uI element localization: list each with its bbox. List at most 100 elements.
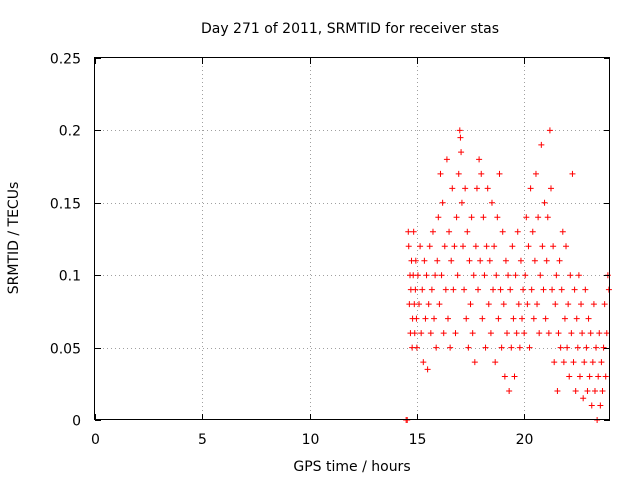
data-point <box>590 301 597 308</box>
data-point <box>566 373 573 380</box>
data-point <box>559 228 566 235</box>
data-point <box>495 315 502 322</box>
data-point <box>522 272 529 279</box>
data-point <box>531 257 538 264</box>
data-point <box>464 228 471 235</box>
x-tick-label: 0 <box>91 432 100 448</box>
data-point <box>414 272 421 279</box>
data-point <box>567 272 574 279</box>
data-point <box>595 373 602 380</box>
data-point <box>427 330 434 337</box>
data-point <box>458 199 465 206</box>
data-point <box>539 243 546 250</box>
data-point <box>563 243 570 250</box>
data-point <box>455 170 462 177</box>
data-point <box>543 257 550 264</box>
data-point <box>460 243 467 250</box>
data-point <box>471 359 478 366</box>
data-point <box>484 185 491 192</box>
data-point <box>476 156 483 163</box>
data-point <box>441 243 448 250</box>
data-point <box>449 185 456 192</box>
data-point <box>417 243 424 250</box>
data-point <box>485 301 492 308</box>
data-point <box>450 286 457 293</box>
data-point <box>482 344 489 351</box>
data-point <box>599 388 606 395</box>
data-point <box>547 185 554 192</box>
data-point <box>581 359 588 366</box>
data-point <box>550 243 557 250</box>
data-point <box>552 301 559 308</box>
data-point <box>551 359 558 366</box>
data-point <box>487 330 494 337</box>
data-point <box>512 272 519 279</box>
y-tick-label: 0.1 <box>59 269 81 285</box>
chart-title: Day 271 of 2011, SRMTID for receiver sta… <box>201 21 499 37</box>
data-point <box>443 156 450 163</box>
data-point <box>598 359 605 366</box>
data-point <box>527 185 534 192</box>
data-point <box>424 366 431 373</box>
data-point <box>576 373 583 380</box>
data-point <box>523 214 530 221</box>
data-point <box>569 170 576 177</box>
data-point <box>564 344 571 351</box>
data-point <box>425 301 432 308</box>
data-point <box>591 388 598 395</box>
grid <box>95 58 610 420</box>
data-point <box>497 286 504 293</box>
data-point <box>524 301 531 308</box>
data-point <box>530 315 537 322</box>
data-point <box>520 286 527 293</box>
data-point <box>491 243 498 250</box>
data-point <box>573 315 580 322</box>
data-point <box>554 388 561 395</box>
data-point <box>553 272 560 279</box>
data-point <box>498 344 505 351</box>
data-point <box>526 344 533 351</box>
data-point <box>589 359 596 366</box>
data-point <box>507 286 514 293</box>
data-point <box>586 373 593 380</box>
data-point <box>575 272 582 279</box>
data-point <box>465 344 472 351</box>
data-point <box>412 257 419 264</box>
data-point <box>596 330 603 337</box>
data-point <box>532 170 539 177</box>
data-point <box>477 257 484 264</box>
data-point <box>429 228 436 235</box>
data-point <box>602 373 609 380</box>
data-point <box>454 272 461 279</box>
y-tick-label: 0.2 <box>59 124 81 140</box>
data-point <box>528 286 535 293</box>
data-point <box>568 330 575 337</box>
data-point <box>436 301 443 308</box>
data-point <box>582 286 589 293</box>
data-point <box>505 272 512 279</box>
data-point <box>494 214 501 221</box>
data-point <box>542 315 549 322</box>
y-tick-label: 0.05 <box>50 342 81 358</box>
data-point <box>544 214 551 221</box>
data-point <box>468 214 475 221</box>
y-tick-label: 0 <box>72 414 81 430</box>
data-point <box>540 286 547 293</box>
data-point <box>588 402 595 409</box>
data-point <box>557 344 564 351</box>
data-point <box>525 243 532 250</box>
data-point <box>486 257 493 264</box>
data-point <box>442 286 449 293</box>
data-point <box>502 257 509 264</box>
data-point <box>478 170 485 177</box>
data-point <box>466 257 473 264</box>
data-point <box>469 330 476 337</box>
data-point <box>519 315 526 322</box>
data-point <box>597 402 604 409</box>
data-point <box>545 330 552 337</box>
data-point <box>421 257 428 264</box>
data-point <box>496 170 503 177</box>
data-point <box>580 395 587 402</box>
